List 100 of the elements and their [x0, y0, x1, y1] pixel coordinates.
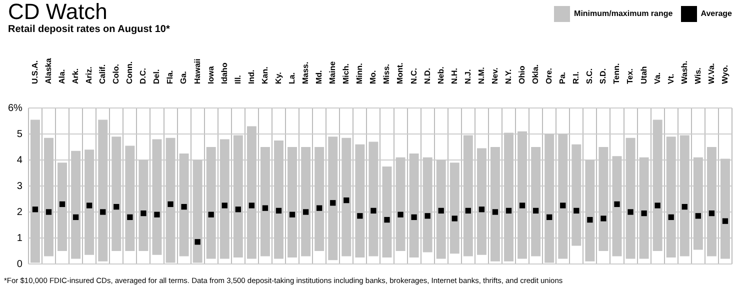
point [154, 212, 160, 218]
x-tick-label: Colo. [112, 64, 121, 84]
point [695, 213, 702, 219]
x-tick-label: Mont. [396, 62, 405, 84]
x-tick-label: N.M. [476, 67, 486, 84]
x-tick-label: Mich. [342, 64, 351, 84]
chart-subtitle: Retail deposit rates on August 10* [8, 24, 170, 35]
point [722, 218, 728, 224]
x-tick-label: Ala. [57, 69, 66, 84]
y-tick-label: 4 [16, 154, 23, 166]
x-tick-label: Nev. [490, 68, 500, 84]
point [181, 204, 187, 210]
x-tick-label: S.C. [585, 68, 594, 84]
point [600, 216, 606, 222]
x-tick-label: Minn. [355, 63, 364, 84]
x-tick-label: W.Va. [706, 63, 716, 84]
x-tick-label: U.S.A. [30, 60, 40, 84]
x-tick-label: Miss. [382, 64, 392, 84]
x-tick-label: Conn. [125, 61, 134, 84]
point [506, 208, 512, 214]
x-tick-label: Wash. [680, 60, 689, 84]
x-tick-label: N.H. [450, 68, 459, 84]
point [302, 209, 309, 215]
x-tick-label: Utah [639, 66, 648, 84]
point [668, 214, 674, 220]
point [452, 216, 458, 222]
point [316, 205, 322, 211]
point [560, 202, 566, 208]
y-tick-label: 5 [16, 128, 23, 140]
point [370, 208, 376, 214]
point [411, 214, 417, 220]
point [614, 201, 620, 208]
x-tick-label: Wis. [693, 68, 702, 84]
x-tick-label: Tex. [626, 68, 635, 84]
x-tick-label: Pa. [558, 72, 568, 84]
x-tick-label: Maine [328, 60, 338, 84]
point [127, 214, 133, 220]
x-tick-label: La. [287, 72, 296, 84]
x-tick-label: Hawaii [192, 58, 202, 84]
x-tick-label: Okla. [531, 64, 540, 84]
y-tick-label: 0 [16, 258, 23, 270]
x-tick-label: Alaska [44, 58, 53, 84]
y-tick-label: 2 [16, 206, 23, 218]
x-tick-label: R.I. [572, 72, 581, 84]
x-tick-label: N.D. [422, 68, 432, 84]
x-tick-label: N.Y. [504, 69, 513, 84]
point [208, 212, 214, 218]
point [641, 210, 647, 216]
x-tick-label: Ind. [246, 70, 256, 84]
point [384, 216, 390, 223]
x-tick-label: Vt. [666, 74, 676, 84]
point [248, 202, 255, 208]
x-tick-label: D.C. [138, 68, 148, 84]
x-tick-label: Calif. [98, 64, 108, 84]
point [32, 206, 38, 212]
point [46, 209, 52, 215]
point [59, 201, 66, 208]
point [708, 210, 715, 216]
point [546, 214, 552, 220]
point [424, 213, 430, 219]
point [628, 209, 634, 215]
point [100, 209, 106, 215]
legend-label: Minimum/maximum range [573, 8, 673, 20]
x-tick-label: Idaho [220, 62, 229, 84]
x-tick-label: Ill. [233, 75, 242, 84]
point [532, 208, 539, 214]
point [682, 204, 688, 210]
x-tick-label: Va. [652, 72, 662, 84]
x-tick-label: Md. [314, 70, 324, 84]
point [587, 216, 593, 223]
y-tick-label: 1 [16, 232, 23, 244]
point [357, 213, 363, 219]
x-tick-label: Kan. [260, 66, 270, 84]
point [398, 212, 404, 218]
point [574, 208, 580, 214]
point [140, 210, 146, 216]
point [222, 202, 228, 208]
x-tick-label: Mass. [301, 62, 310, 84]
x-tick-label: Ark. [71, 68, 80, 84]
point [194, 239, 200, 245]
x-tick-label: Ga. [179, 71, 188, 84]
x-tick-label: N.C. [409, 68, 418, 84]
point [344, 197, 350, 204]
x-tick-label: Neb. [436, 66, 446, 84]
x-tick-label: Tenn. [612, 63, 622, 84]
y-tick-label: 6% [8, 102, 23, 114]
point [168, 201, 174, 208]
point [276, 208, 282, 214]
point [465, 208, 471, 214]
point [478, 206, 485, 212]
x-tick-label: Iowa [206, 66, 216, 84]
point [72, 214, 79, 220]
x-tick-label: Mo. [368, 70, 378, 84]
point [114, 204, 120, 210]
point [438, 208, 444, 214]
point [235, 206, 241, 212]
x-tick-label: Ohio [517, 66, 526, 84]
point [262, 205, 268, 211]
x-tick-label: Ariz. [84, 66, 94, 84]
x-tick-label: Del. [152, 69, 162, 84]
